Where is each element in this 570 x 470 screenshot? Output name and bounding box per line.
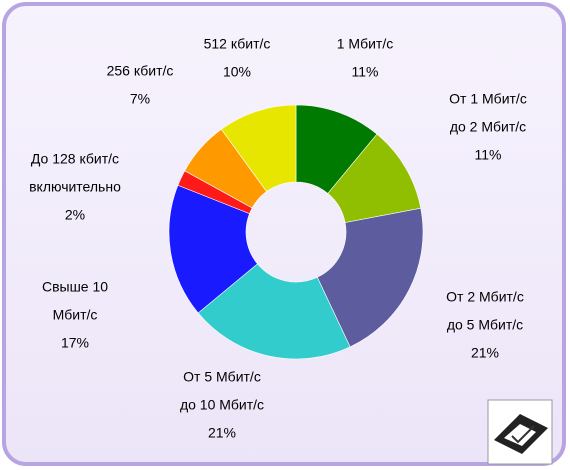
slice-value-label: 10% xyxy=(223,64,251,80)
slice-label: 256 кбит/с xyxy=(107,63,174,79)
slice-label: От 5 Мбит/с xyxy=(183,369,261,385)
slice-label: Свыше 10 xyxy=(42,279,108,295)
slice-value-label: 21% xyxy=(208,425,236,441)
slice-label: включительно xyxy=(29,179,121,195)
slice-label: до 2 Мбит/с xyxy=(450,119,526,135)
donut-slice xyxy=(168,184,258,314)
slice-value-label: 11% xyxy=(352,64,379,80)
slice-value-label: 17% xyxy=(61,335,89,351)
slice-label: 1 Мбит/с xyxy=(337,36,393,52)
slice-label: Мбит/с xyxy=(53,307,98,323)
slice-value-label: 2% xyxy=(65,207,85,223)
icon xyxy=(487,399,553,465)
donut-slice xyxy=(220,104,297,192)
donut-slice xyxy=(197,263,351,360)
donut-slice xyxy=(316,207,424,348)
slice-label: От 2 Мбит/с xyxy=(446,289,524,305)
slice-label: до 10 Мбит/с xyxy=(180,397,264,413)
slice-label: до 5 Мбит/с xyxy=(447,317,523,333)
slice-label: От 1 Мбит/с xyxy=(449,91,527,107)
frame xyxy=(2,2,566,466)
slice-label: 512 кбит/с xyxy=(204,36,271,52)
slice-label: До 128 кбит/с xyxy=(31,151,119,167)
slice-value-label: 21% xyxy=(471,345,499,361)
slice-value-label: 11% xyxy=(475,147,502,163)
slice-value-label: 7% xyxy=(130,91,150,107)
